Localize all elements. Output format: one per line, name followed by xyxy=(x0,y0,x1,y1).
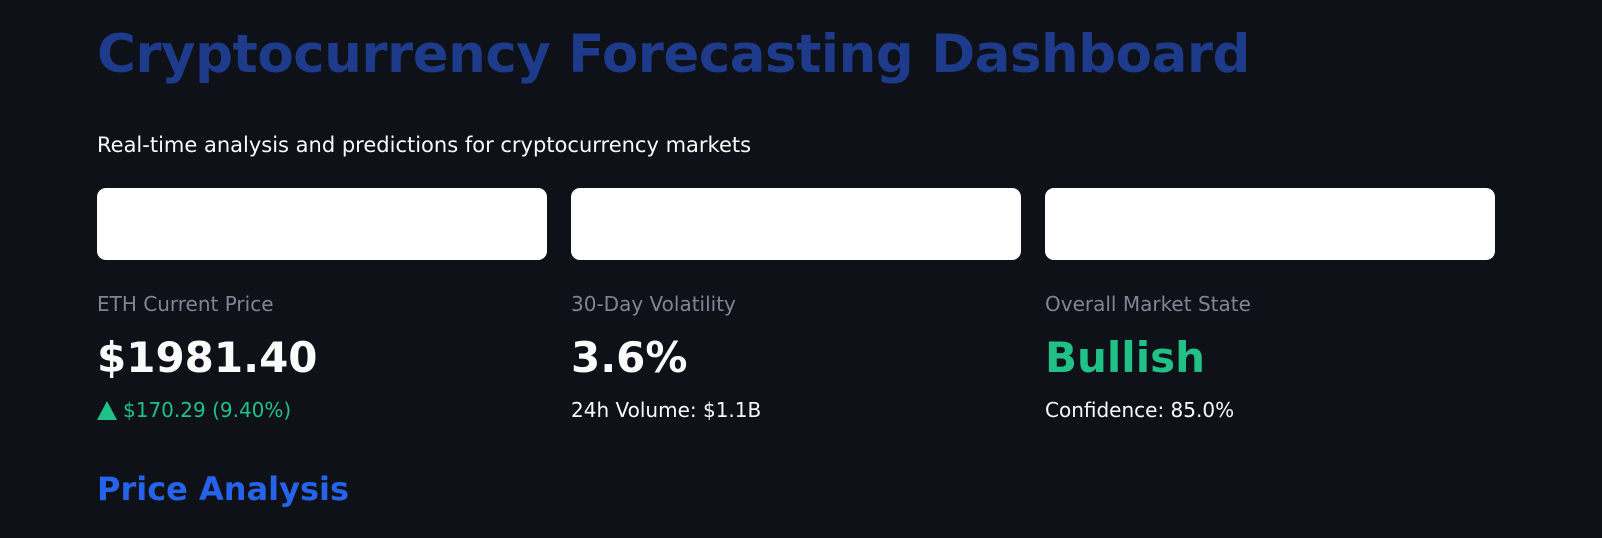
metric-eth-price: ETH Current Price $1981.40 $170.29 (9.40… xyxy=(97,188,547,424)
page-subtitle: Real-time analysis and predictions for c… xyxy=(97,133,752,157)
metric-card-blank xyxy=(97,188,547,260)
metric-card-blank xyxy=(1045,188,1495,260)
page-title: Cryptocurrency Forecasting Dashboard xyxy=(97,24,1250,85)
metric-label: Overall Market State xyxy=(1045,292,1251,316)
metric-value: 3.6% xyxy=(571,333,688,382)
metric-detail: 24h Volume: $1.1B xyxy=(571,398,762,422)
triangle-up-icon xyxy=(97,400,117,420)
market-state-value: Bullish xyxy=(1045,333,1206,382)
metric-detail: Confidence: 85.0% xyxy=(1045,398,1235,422)
metric-card-blank xyxy=(571,188,1021,260)
metric-label: ETH Current Price xyxy=(97,292,274,316)
metric-delta-text: $170.29 (9.40%) xyxy=(123,398,292,422)
section-heading-price-analysis: Price Analysis xyxy=(97,470,350,508)
metric-delta: $170.29 (9.40%) xyxy=(97,397,291,423)
metric-market-state: Overall Market State Bullish Confidence:… xyxy=(1045,188,1495,423)
metric-value: $1981.40 xyxy=(97,333,318,382)
metric-label: 30-Day Volatility xyxy=(571,292,736,316)
metric-volatility: 30-Day Volatility 3.6% 24h Volume: $1.1B xyxy=(571,188,1021,423)
